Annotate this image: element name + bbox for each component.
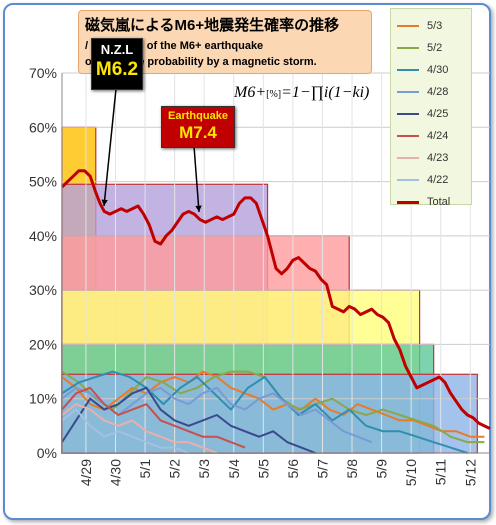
legend-swatch: [397, 157, 419, 159]
legend-swatch: [397, 179, 419, 181]
x-tick-label: 5/12: [462, 459, 478, 486]
legend-label: 4/25: [427, 108, 449, 120]
callout-nzl-label: N.Z.L: [100, 42, 134, 57]
legend-label: 5/3: [427, 20, 443, 32]
legend-swatch: [397, 113, 419, 115]
legend-item: Total: [391, 191, 471, 213]
legend-label: Total: [427, 196, 451, 208]
total-line-group: [60, 169, 491, 430]
series-line-4-23: [61, 403, 218, 454]
y-tick-label: 30%: [29, 282, 57, 298]
series-line-4-30: [61, 370, 468, 454]
total-line: [60, 169, 491, 430]
y-tick-label: 60%: [29, 119, 57, 135]
legend-label: 4/28: [427, 86, 449, 98]
callout-earthquake-label: Earthquake: [168, 110, 228, 122]
legend-item: 4/30: [391, 59, 471, 81]
axes: [61, 73, 490, 454]
x-tick-label: 5/11: [433, 459, 449, 485]
x-tick-label: 5/7: [314, 459, 330, 479]
legend-item: 4/25: [391, 103, 471, 125]
y-tick-labels: 0% 10% 20% 30% 40% 50% 60% 70%: [29, 65, 57, 461]
legend-swatch: [397, 135, 419, 137]
callout-nzl-magnitude: M6.2: [95, 59, 139, 80]
legend-label: 4/30: [427, 64, 449, 76]
y-tick-label: 70%: [29, 65, 57, 81]
legend-swatch: [397, 47, 419, 49]
formula-unit: [%]: [266, 89, 282, 100]
callout-earthquake-magnitude: M7.4: [179, 123, 217, 142]
x-tick-label: 5/4: [226, 459, 242, 479]
callout-nzl-quake: N.Z.L M6.2: [91, 38, 143, 90]
y-tick-label: 40%: [29, 228, 57, 244]
formula-rhs: =1−∏i(1−ki): [281, 84, 370, 101]
y-tick-label: 50%: [29, 174, 57, 190]
x-tick-label: 5/9: [374, 459, 390, 479]
legend-swatch: [397, 200, 419, 204]
series-line-4-24: [61, 386, 246, 449]
legend-item: 5/2: [391, 37, 471, 59]
x-tick-label: 5/2: [167, 459, 183, 479]
legend-label: 4/22: [427, 174, 449, 186]
x-tick-label: 5/5: [255, 459, 271, 479]
arrow-nzl-head: [101, 199, 108, 206]
x-tick-labels: 4/29 4/30 5/1 5/2 5/3 5/4 5/5 5/6 5/7 5/8 5/9 5/10 5…: [78, 459, 478, 486]
legend-swatch: [397, 91, 419, 93]
legend-swatch: [397, 25, 419, 27]
x-tick-label: 5/1: [137, 459, 153, 479]
legend-label: 4/24: [427, 130, 449, 142]
legend: 5/3 5/2 4/30 4/28 4/25 4/24 4/23 4/22 Total: [390, 8, 472, 208]
x-tick-label: 5/10: [403, 459, 419, 486]
chart-title-jp: 磁気嵐によるM6+地震発生確率の推移: [85, 17, 340, 34]
legend-item: 5/3: [391, 15, 471, 37]
legend-item: 4/23: [391, 147, 471, 169]
x-tick-label: 4/30: [108, 459, 124, 486]
x-tick-label: 5/8: [344, 459, 360, 479]
probability-formula: M6+[%]=1−∏i(1−ki): [234, 84, 369, 102]
series-line-4-25: [61, 386, 316, 454]
y-tick-label: 10%: [29, 391, 57, 407]
y-tick-label: 20%: [29, 336, 57, 352]
legend-item: 4/22: [391, 169, 471, 191]
y-tick-label: 0%: [37, 445, 57, 461]
arrow-nzl: [103, 88, 117, 207]
arrow-earthquake: [193, 145, 200, 213]
callout-earthquake: Earthquake M7.4: [161, 106, 235, 148]
callout-arrows: [101, 88, 202, 213]
legend-label: 5/2: [427, 42, 443, 54]
legend-label: 4/23: [427, 152, 449, 164]
series-lines: [61, 370, 485, 454]
legend-swatch: [397, 69, 419, 71]
arrow-earthquake-head: [195, 205, 202, 212]
x-tick-label: 5/6: [285, 459, 301, 479]
legend-item: 4/24: [391, 125, 471, 147]
formula-lhs: M6+: [234, 84, 267, 101]
x-tick-label: 5/3: [196, 459, 212, 479]
series-line-4-22: [61, 408, 190, 454]
x-tick-label: 4/29: [78, 459, 94, 486]
legend-item: 4/28: [391, 81, 471, 103]
